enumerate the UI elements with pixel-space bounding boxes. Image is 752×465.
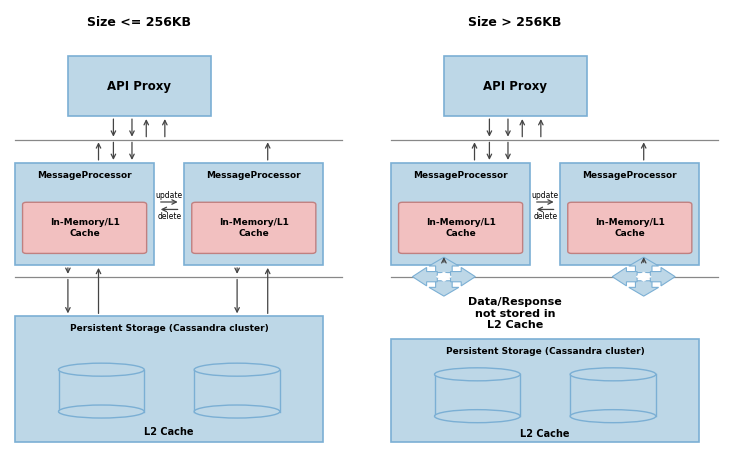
Text: update: update (156, 191, 183, 199)
FancyBboxPatch shape (568, 202, 692, 253)
Text: MessageProcessor: MessageProcessor (414, 171, 508, 180)
Polygon shape (629, 281, 659, 296)
Polygon shape (429, 281, 459, 296)
Text: API Proxy: API Proxy (107, 80, 171, 93)
Text: L2 Cache: L2 Cache (520, 429, 570, 439)
Polygon shape (450, 267, 475, 286)
Ellipse shape (570, 368, 656, 381)
Text: MessageProcessor: MessageProcessor (207, 171, 301, 180)
FancyBboxPatch shape (15, 316, 323, 442)
Text: MessageProcessor: MessageProcessor (38, 171, 132, 180)
Text: Size > 256KB: Size > 256KB (468, 16, 562, 29)
Bar (59, 370, 144, 412)
Text: Persistent Storage (Cassandra cluster): Persistent Storage (Cassandra cluster) (446, 347, 644, 356)
Ellipse shape (59, 363, 144, 376)
Polygon shape (436, 272, 451, 281)
Text: In-Memory/L1
Cache: In-Memory/L1 Cache (595, 218, 665, 238)
FancyBboxPatch shape (391, 339, 699, 442)
Text: Data/Response
not stored in
L2 Cache: Data/Response not stored in L2 Cache (468, 297, 562, 331)
Ellipse shape (435, 368, 520, 381)
Ellipse shape (194, 363, 280, 376)
Text: update: update (532, 191, 559, 199)
Ellipse shape (435, 410, 520, 423)
FancyBboxPatch shape (68, 56, 211, 116)
Bar (194, 370, 280, 412)
Ellipse shape (59, 405, 144, 418)
FancyBboxPatch shape (560, 163, 699, 265)
Ellipse shape (194, 405, 280, 418)
FancyBboxPatch shape (15, 163, 154, 265)
Text: API Proxy: API Proxy (483, 80, 547, 93)
Text: delete: delete (533, 212, 557, 221)
Polygon shape (636, 272, 651, 281)
FancyBboxPatch shape (192, 202, 316, 253)
Text: Size <= 256KB: Size <= 256KB (87, 16, 191, 29)
Ellipse shape (570, 410, 656, 423)
FancyBboxPatch shape (184, 163, 323, 265)
Text: Persistent Storage (Cassandra cluster): Persistent Storage (Cassandra cluster) (70, 324, 268, 332)
Polygon shape (612, 267, 637, 286)
FancyBboxPatch shape (23, 202, 147, 253)
Polygon shape (650, 267, 675, 286)
Text: MessageProcessor: MessageProcessor (583, 171, 677, 180)
Polygon shape (629, 257, 659, 272)
FancyBboxPatch shape (391, 163, 530, 265)
FancyBboxPatch shape (444, 56, 587, 116)
Text: L2 Cache: L2 Cache (144, 427, 194, 438)
Polygon shape (413, 267, 438, 286)
Text: delete: delete (157, 212, 181, 221)
Text: In-Memory/L1
Cache: In-Memory/L1 Cache (426, 218, 496, 238)
FancyBboxPatch shape (399, 202, 523, 253)
Polygon shape (429, 257, 459, 272)
Text: In-Memory/L1
Cache: In-Memory/L1 Cache (50, 218, 120, 238)
Bar (435, 374, 520, 416)
Text: In-Memory/L1
Cache: In-Memory/L1 Cache (219, 218, 289, 238)
Bar (570, 374, 656, 416)
